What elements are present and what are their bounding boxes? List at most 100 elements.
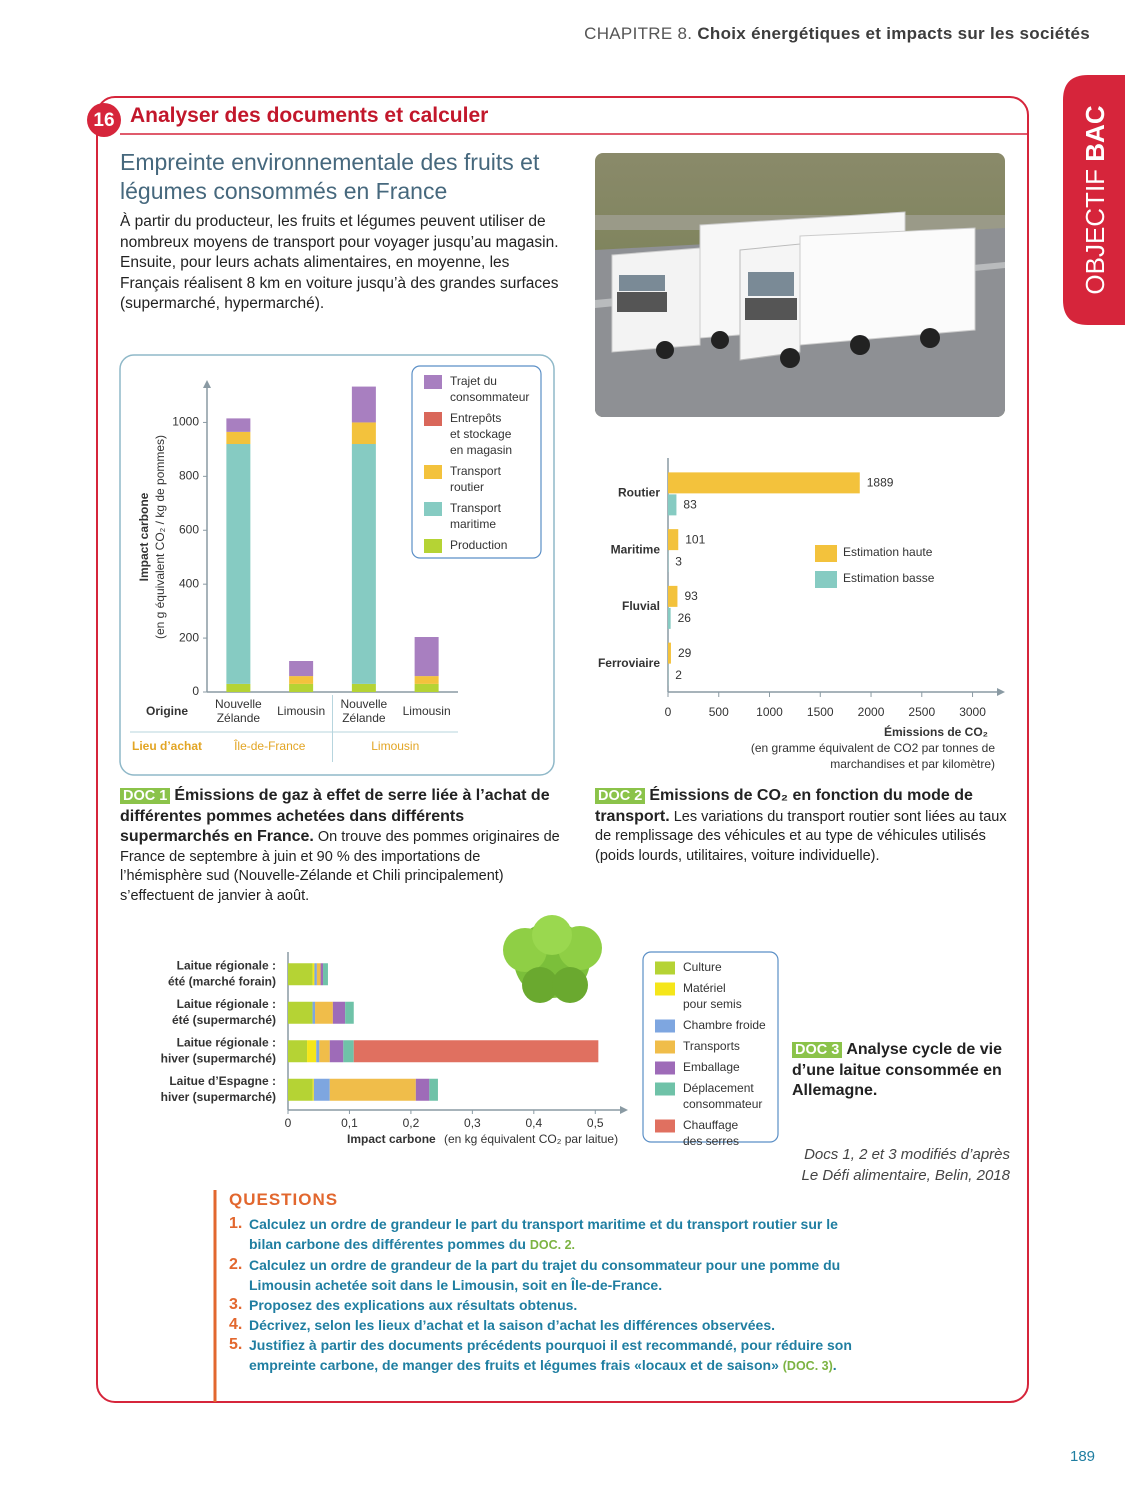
exercise-number: 16 xyxy=(93,110,114,131)
bar xyxy=(668,642,671,664)
x-tick-label: Nouvelle Zélande xyxy=(341,697,388,725)
x-tick-label: 0 xyxy=(285,1116,292,1130)
bar-segment xyxy=(414,637,439,677)
legend-label: Transport maritime xyxy=(450,501,502,531)
legend-label: Production xyxy=(450,538,507,552)
bar-segment xyxy=(415,1078,430,1101)
page-number: 189 xyxy=(1070,1448,1096,1465)
question-ref: DOC. 2. xyxy=(529,1238,575,1252)
bar xyxy=(668,585,678,607)
y-tick-label: Laitue régionale : été (supermarché) xyxy=(172,997,276,1027)
legend-swatch xyxy=(815,571,837,588)
group-label: Limousin xyxy=(371,739,419,753)
bar-segment xyxy=(312,1001,316,1024)
x-tick-label: 3000 xyxy=(959,705,986,719)
legend-swatch xyxy=(424,539,442,553)
bar-segment xyxy=(316,1040,320,1063)
bar-segment xyxy=(312,963,315,986)
y-tick-label: 0 xyxy=(192,684,199,698)
axis-arrow xyxy=(620,1106,628,1114)
value-label: 3 xyxy=(675,554,682,568)
question: 2. Calculez un ordre de grandeur de la pa… xyxy=(229,1255,869,1295)
section-heading: Empreinte environnementale des fruits et… xyxy=(120,149,540,204)
x-tick-label: 0,5 xyxy=(587,1116,604,1130)
bar-segment xyxy=(351,386,376,423)
bar-segment xyxy=(289,683,314,692)
chapter-title: Choix énergétiques et impacts sur les so… xyxy=(697,24,1090,43)
legend-label: Transports xyxy=(683,1039,740,1053)
exercise-frame xyxy=(96,96,1029,1403)
y-tick-label: Laitue régionale : hiver (supermarché) xyxy=(161,1035,276,1065)
legend-swatch xyxy=(815,545,837,562)
question-number: 3. xyxy=(229,1296,243,1313)
legend-label: Trajet du consommateur xyxy=(450,374,529,404)
questions-title: QUESTIONS xyxy=(229,1190,339,1209)
bar-segment xyxy=(323,963,328,986)
legend-swatch xyxy=(424,465,442,479)
doc1-caption: DOC 1 Émissions de gaz à effet de serre l… xyxy=(120,786,560,906)
legend-swatch xyxy=(655,1040,675,1054)
bar-segment xyxy=(226,431,251,444)
x-tick-label: 1500 xyxy=(807,705,834,719)
question-text: Calculez un ordre de grandeur le part du… xyxy=(249,1216,838,1252)
credit-line: Docs 1, 2 et 3 modifiés d’après xyxy=(804,1146,1010,1163)
x-tick-label: 500 xyxy=(709,705,729,719)
y-tick-label: Routier xyxy=(618,486,660,500)
legend-swatch xyxy=(655,1082,675,1096)
y-tick-label: 800 xyxy=(179,469,199,483)
bar-segment xyxy=(345,1001,354,1024)
bar-segment xyxy=(320,963,324,986)
y-tick-label: 200 xyxy=(179,630,199,644)
x-tick-label: 0 xyxy=(665,705,672,719)
bar-segment xyxy=(288,1078,313,1101)
x-tick-label: 0,3 xyxy=(464,1116,481,1130)
y-tick-label: Laitue régionale : été (marché forain) xyxy=(168,958,276,988)
question: 1. Calculez un ordre de grandeur le part … xyxy=(229,1214,869,1255)
question-text: Décrivez, selon les lieux d’achat et la … xyxy=(249,1317,776,1333)
legend-label: Chambre froide xyxy=(683,1018,766,1032)
question-ref: (DOC. 3) xyxy=(782,1359,833,1373)
legend-swatch xyxy=(655,1019,675,1033)
x-tick-label: Nouvelle Zélande xyxy=(215,697,262,725)
legend-label: Transport routier xyxy=(450,464,502,494)
bar-segment xyxy=(312,1078,314,1101)
value-label: 1889 xyxy=(867,476,894,490)
bar-segment xyxy=(226,683,251,692)
bar-segment xyxy=(314,963,317,986)
photo-trucks xyxy=(595,153,1005,417)
exercise-title: Analyser des documents et calculer xyxy=(130,104,489,127)
x-axis-subtitle: (en kg équivalent CO₂ par laitue) xyxy=(444,1132,618,1146)
question-number: 1. xyxy=(229,1215,243,1232)
category-axis-label: Origine xyxy=(146,704,188,718)
doc1-chart-frame xyxy=(119,354,555,776)
bar-segment xyxy=(332,1001,346,1024)
question-number: 4. xyxy=(229,1316,243,1333)
doc-tag: DOC 2 xyxy=(595,788,646,804)
y-tick-label: Laitue d’Espagne : hiver (supermarché) xyxy=(161,1074,276,1104)
bar-segment xyxy=(414,676,439,684)
legend-label: Estimation haute xyxy=(843,545,933,559)
question-text: Proposez des explications aux résultats … xyxy=(249,1297,578,1313)
bar-segment xyxy=(289,661,314,677)
credit-line: Le Défi alimentaire, Belin, 2018 xyxy=(801,1167,1010,1184)
question: 5. Justifiez à partir des documents précé… xyxy=(229,1335,869,1376)
running-header: CHAPITRE 8. Choix énergétiques et impact… xyxy=(584,24,1090,44)
x-axis-title: Impact carbone xyxy=(347,1132,436,1146)
value-label: 26 xyxy=(678,611,692,625)
y-tick-label: Ferroviaire xyxy=(598,656,660,670)
legend-label: Entrepôts et stockage en magasin xyxy=(450,411,512,457)
doc-title: Émissions de gaz à effet de serre liée à… xyxy=(120,787,550,845)
question-text: . xyxy=(832,1357,837,1373)
bar-segment xyxy=(288,1040,308,1063)
y-axis-title: Impact carbone xyxy=(137,492,151,581)
bar xyxy=(668,529,679,551)
doc-text: Les variations du transport routier sont… xyxy=(595,808,1007,864)
x-tick-label: Limousin xyxy=(277,704,325,718)
x-axis-title: Émissions de CO₂ xyxy=(884,724,988,739)
value-label: 29 xyxy=(678,646,692,660)
bar-segment xyxy=(288,1001,313,1024)
bar-segment xyxy=(288,963,313,986)
question-number: 2. xyxy=(229,1256,243,1273)
y-tick-label: 600 xyxy=(179,522,199,536)
